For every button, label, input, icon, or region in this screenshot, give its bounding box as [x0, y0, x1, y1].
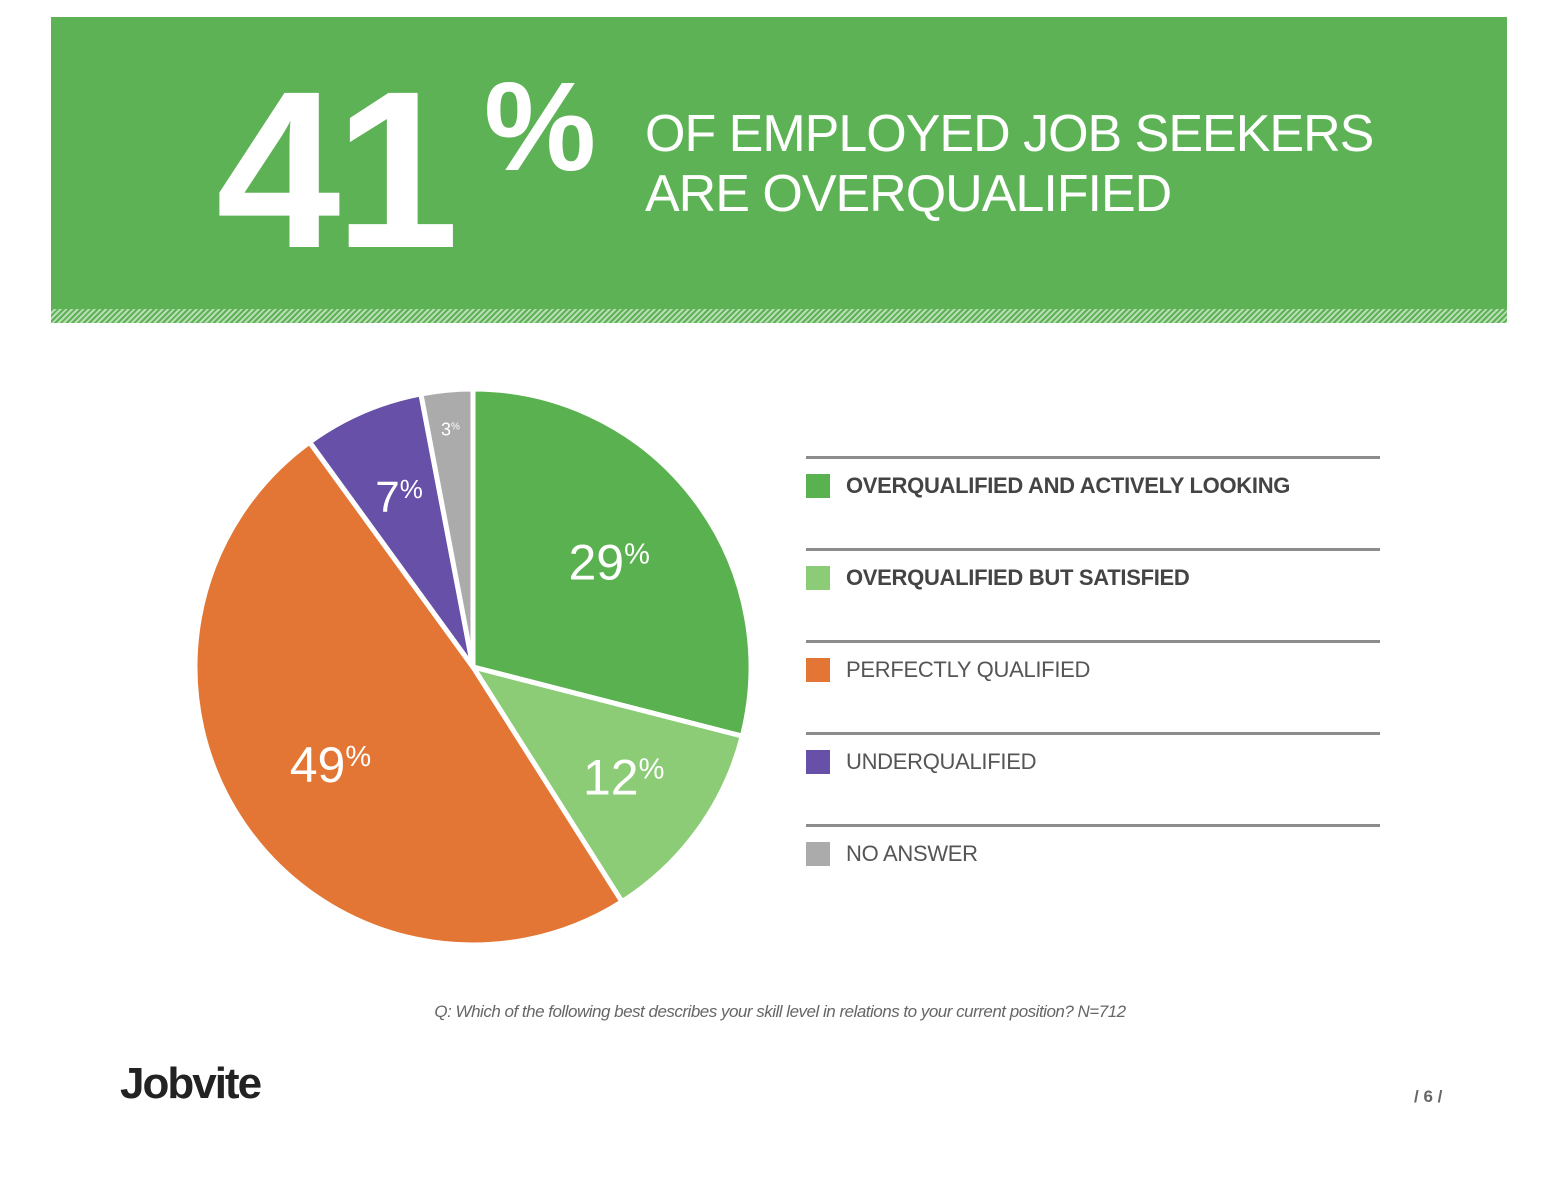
legend-label: NO ANSWER [846, 841, 978, 866]
legend-item: UNDERQUALIFIED [806, 732, 1380, 824]
headline-percent-sign: % [484, 56, 597, 197]
legend-label: OVERQUALIFIED BUT SATISFIED [846, 565, 1190, 590]
pie-label-overqualified-satisfied: 12% [583, 749, 664, 805]
legend-swatch [806, 566, 830, 590]
legend-label: OVERQUALIFIED AND ACTIVELY LOOKING [846, 473, 1291, 498]
pie-label-no-answer: 3% [441, 419, 460, 439]
legend-label: PERFECTLY QUALIFIED [846, 657, 1091, 682]
survey-question: Q: Which of the following best describes… [434, 1002, 1126, 1021]
legend-item: NO ANSWER [806, 824, 1380, 916]
legend-label: UNDERQUALIFIED [846, 749, 1037, 774]
banner-stripe [51, 309, 1507, 323]
chart-legend: OVERQUALIFIED AND ACTIVELY LOOKING OVERQ… [806, 456, 1380, 916]
legend-swatch [806, 750, 830, 774]
legend-swatch [806, 658, 830, 682]
pie-slice-perfectly-qualified [192, 439, 625, 948]
pie-slice-overqualified-satisfied [470, 664, 745, 905]
pie-slice-overqualified-active [470, 386, 754, 739]
pie-label-overqualified-active: 29% [568, 534, 649, 590]
legend-swatch [806, 474, 830, 498]
jobvite-logo: Jobvite [120, 1059, 262, 1108]
headline-text: OF EMPLOYED JOB SEEKERS ARE OVERQUALIFIE… [645, 104, 1374, 224]
legend-item: OVERQUALIFIED AND ACTIVELY LOOKING [806, 456, 1380, 548]
pie-chart: 29% 12% 49% 7% 3% [192, 386, 754, 948]
legend-swatch [806, 842, 830, 866]
pie-slice-no-answer [418, 386, 476, 670]
pie-label-underqualified: 7% [375, 473, 423, 522]
header-banner [51, 17, 1507, 309]
page-number: / 6 / [1414, 1087, 1443, 1106]
pie-label-perfectly-qualified: 49% [290, 737, 371, 793]
headline-line-1: OF EMPLOYED JOB SEEKERS [645, 105, 1374, 163]
legend-item: OVERQUALIFIED BUT SATISFIED [806, 548, 1380, 640]
headline-line-2: ARE OVERQUALIFIED [645, 165, 1172, 223]
legend-item: PERFECTLY QUALIFIED [806, 640, 1380, 732]
headline-number: 41 [216, 45, 459, 295]
